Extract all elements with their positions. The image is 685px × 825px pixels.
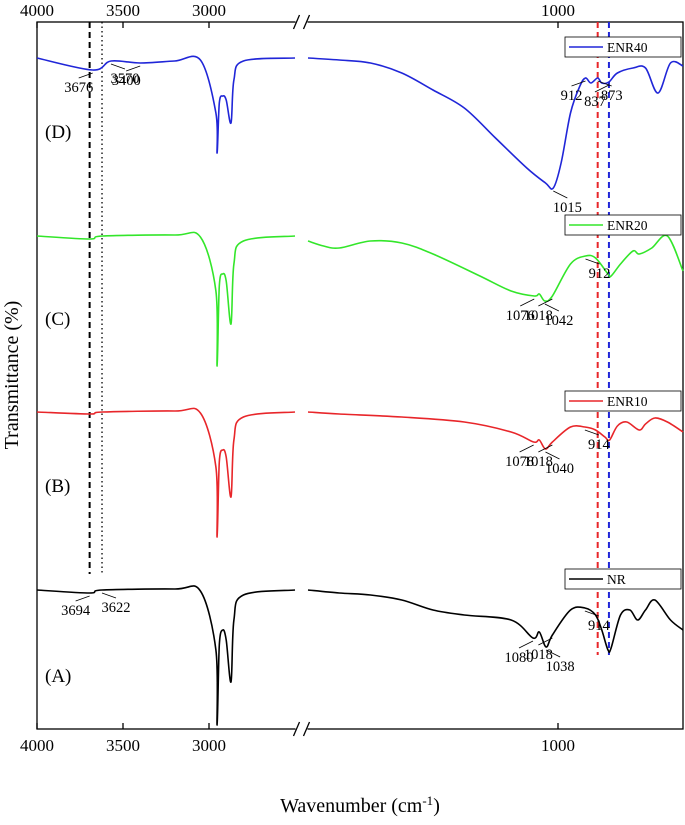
annotation-leader-enr40-873 [597, 80, 612, 87]
legend-label-enr20: ENR20 [607, 218, 648, 233]
panel-label-enr40: (D) [45, 122, 71, 143]
annotation-leader-nr-1080 [518, 640, 534, 649]
x-tick-label-bottom-4000: 4000 [20, 736, 54, 755]
annotation-leader-nr-914 [584, 610, 600, 617]
annotation-label-enr20-1076: 1076 [506, 308, 535, 324]
annotation-label-enr40-912: 912 [561, 88, 583, 104]
annotation-label-enr20-1042: 1042 [544, 313, 573, 329]
x-tick-label-bottom-3000: 3000 [192, 736, 226, 755]
annotation-label-enr20-1018: 1018 [524, 308, 553, 324]
annotation-label-enr10-914: 914 [588, 437, 611, 453]
annotation-leader-enr10-1018 [538, 444, 553, 453]
axis-break-mark-bottom-b [302, 721, 311, 737]
panel-label-enr20: (C) [45, 309, 70, 330]
annotation-leader-nr-3622 [101, 592, 117, 599]
annotation-label-enr20-912: 912 [589, 266, 611, 282]
annotation-leader-enr40-3400 [126, 65, 141, 72]
annotation-leader-nr-1018 [538, 637, 553, 646]
series-line-enr40-right [307, 57, 684, 190]
axis-break-mark-top-b [302, 14, 311, 30]
annotation-leader-enr20-1042 [544, 303, 560, 312]
x-axis-title: Wavenumber (cm-1) [280, 793, 440, 818]
annotation-label-enr40-1015: 1015 [553, 200, 582, 216]
axis-break-gap-bottom [295, 721, 308, 737]
annotation-label-enr10-1018: 1018 [524, 454, 553, 470]
x-tick-label-bottom-3500: 3500 [106, 736, 140, 755]
series-line-nr-right [307, 589, 684, 654]
annotation-leader-enr20-912 [585, 258, 600, 265]
axis-layer: 4000 3500 3000 1000 4000 3500 3000 1000 [20, 1, 575, 755]
plot-frame [36, 21, 684, 730]
x-tick-label-top-4000: 4000 [20, 1, 54, 20]
legend-label-enr40: ENR40 [607, 40, 648, 55]
legend-box-enr20 [564, 214, 682, 236]
annotation-label-enr40-873: 873 [601, 88, 623, 104]
series-line-enr40-left [36, 55, 296, 154]
x-tick-label-bottom-1000: 1000 [541, 736, 575, 755]
annotation-label-nr-1018: 1018 [524, 647, 553, 663]
annotation-label-enr10-1040: 1040 [545, 461, 574, 477]
annotation-label-nr-1080: 1080 [505, 650, 534, 666]
y-axis-title: Transmittance (%) [1, 301, 23, 450]
annotation-leader-enr40-912 [571, 80, 586, 87]
annotation-leader-enr10-1078 [519, 444, 534, 453]
legend-box-enr40 [564, 36, 682, 58]
annotation-leader-enr40-3570 [110, 63, 126, 70]
x-tick-label-top-3000: 3000 [192, 1, 226, 20]
legend-label-nr: NR [607, 572, 626, 587]
annotation-label-enr40-3570: 3570 [110, 71, 139, 87]
series-line-nr-left [36, 585, 296, 726]
axis-break-mark-top-a [292, 14, 301, 30]
series-line-enr20-right [307, 234, 684, 303]
series-line-enr20-left [36, 231, 296, 367]
panel-label-enr10: (B) [45, 476, 70, 497]
annotation-leader-nr-1038 [545, 649, 561, 658]
annotation-leader-enr40-3676 [78, 72, 93, 79]
annotation-leader-enr20-1076 [520, 298, 535, 307]
series-layer [36, 22, 684, 726]
x-tick-label-top-3500: 3500 [106, 1, 140, 20]
annotation-label-nr-3622: 3622 [102, 600, 131, 616]
legend-label-enr10: ENR10 [607, 394, 648, 409]
x-tick-label-top-1000: 1000 [541, 1, 575, 20]
annotation-label-nr-1038: 1038 [546, 659, 575, 675]
legend-layer: NR ENR10 ENR20 ENR40 [564, 36, 682, 590]
annotation-label-enr40-837: 837 [584, 94, 606, 110]
annotation-label-enr10-1078: 1078 [505, 454, 534, 470]
axis-break-gap-top [295, 14, 308, 30]
annotation-label-enr40-3400: 3400 [112, 73, 141, 89]
series-line-enr10-left [36, 407, 296, 538]
annotation-label-nr-914: 914 [588, 618, 611, 634]
legend-box-nr [564, 568, 682, 590]
annotation-leader-enr20-1018 [538, 298, 553, 307]
panel-label-nr: (A) [45, 666, 71, 687]
annotation-label-nr-3694: 3694 [61, 603, 91, 619]
annotation-leader-enr10-1040 [545, 451, 560, 460]
legend-box-enr10 [564, 390, 682, 412]
annotation-leader-enr40-837 [594, 84, 610, 93]
annotation-leader-nr-3694 [75, 595, 90, 602]
annotation-leader-enr40-1015 [553, 190, 568, 199]
annotation-label-enr40-3676: 3676 [64, 80, 93, 96]
axis-break-mark-bottom-a [292, 721, 301, 737]
annotation-leader-enr10-914 [584, 429, 600, 436]
series-line-enr10-right [307, 411, 684, 450]
